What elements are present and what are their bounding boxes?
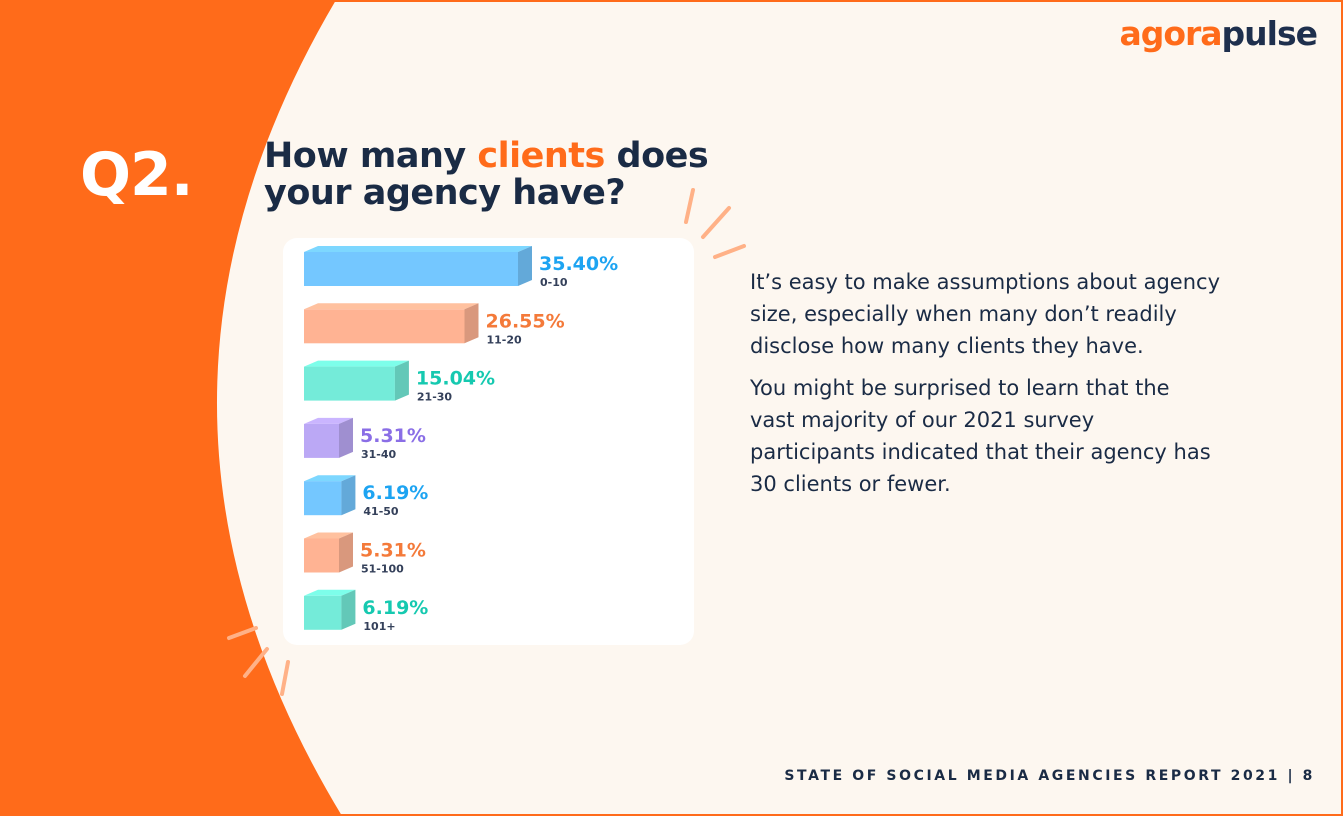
chart-card: 35.40% 0-10 26.55% 11-20 15.04% 21-30 5.31% 31-… <box>283 238 694 645</box>
footer-report-title: STATE OF SOCIAL MEDIA AGENCIES REPORT 20… <box>784 768 1315 784</box>
brand-logo: agorapulse <box>1119 14 1318 53</box>
chart-bar-31-40 <box>304 417 353 458</box>
bar-value-label: 15.04% <box>416 368 495 390</box>
chart-bar-11-20 <box>304 303 479 344</box>
bar-category-label: 51-100 <box>361 563 404 576</box>
chart-bar-51-100 <box>304 532 353 573</box>
bar-category-label: 41-50 <box>363 505 399 518</box>
bar-side-face <box>518 246 532 286</box>
bar-front-face <box>304 481 342 516</box>
bar-top-face <box>304 589 356 596</box>
bar-category-label: 21-30 <box>417 391 453 404</box>
bar-top-face <box>304 246 532 252</box>
bar-top-face <box>304 532 353 539</box>
bar-front-face <box>304 538 339 573</box>
title-highlight: clients <box>477 136 605 176</box>
bar-value-label: 35.40% <box>539 253 618 275</box>
bar-side-face <box>341 475 356 516</box>
bar-side-face <box>394 360 409 401</box>
bar-category-label: 31-40 <box>361 448 397 461</box>
bar-category-label: 101+ <box>363 620 395 633</box>
bar-front-face <box>304 423 339 458</box>
bar-top-face <box>304 360 409 367</box>
bar-front-face <box>304 309 465 344</box>
bar-category-label: 0-10 <box>540 276 568 289</box>
bar-category-label: 11-20 <box>487 333 523 346</box>
chart-bar-41-50 <box>304 475 356 516</box>
bar-value-label: 5.31% <box>360 425 426 447</box>
bar-side-face <box>339 532 353 573</box>
description-paragraph-1: It’s easy to make assumptions about agen… <box>750 270 1220 358</box>
brand-logo-part1: agora <box>1119 14 1222 53</box>
bar-chart: 35.40%0-1026.55%11-2015.04%21-305.31%31-… <box>304 246 618 633</box>
sparkle-bottom-decoration <box>227 626 290 696</box>
bar-front-face <box>304 366 395 401</box>
bar-side-face <box>341 589 356 630</box>
title-before: How many <box>264 136 478 176</box>
bar-value-label: 5.31% <box>360 540 426 562</box>
bar-top-face <box>304 303 479 310</box>
chart-bar-21-30 <box>304 360 409 401</box>
bar-top-face <box>304 475 356 482</box>
sparkle-top-decoration <box>684 188 746 259</box>
chart-bar-0-10 <box>304 246 532 286</box>
bar-front-face <box>304 595 342 630</box>
bar-value-label: 6.19% <box>362 482 428 504</box>
bar-value-label: 6.19% <box>362 597 428 619</box>
bar-top-face <box>304 417 353 424</box>
bar-value-label: 26.55% <box>486 310 565 332</box>
description: It’s easy to make assumptions about agen… <box>750 266 1220 510</box>
question-number: Q2. <box>80 140 194 210</box>
bar-side-face <box>339 417 353 458</box>
description-paragraph-2: You might be surprised to learn that the… <box>750 376 1211 496</box>
orange-arc-shape <box>0 0 342 816</box>
bar-side-face <box>464 303 479 344</box>
chart-bar-101+ <box>304 589 356 630</box>
brand-logo-part2: pulse <box>1221 14 1318 53</box>
page-title: How many clients does your agency have? <box>264 138 734 212</box>
bar-front-face <box>304 252 518 286</box>
title-after: does your agency have? <box>264 136 709 213</box>
